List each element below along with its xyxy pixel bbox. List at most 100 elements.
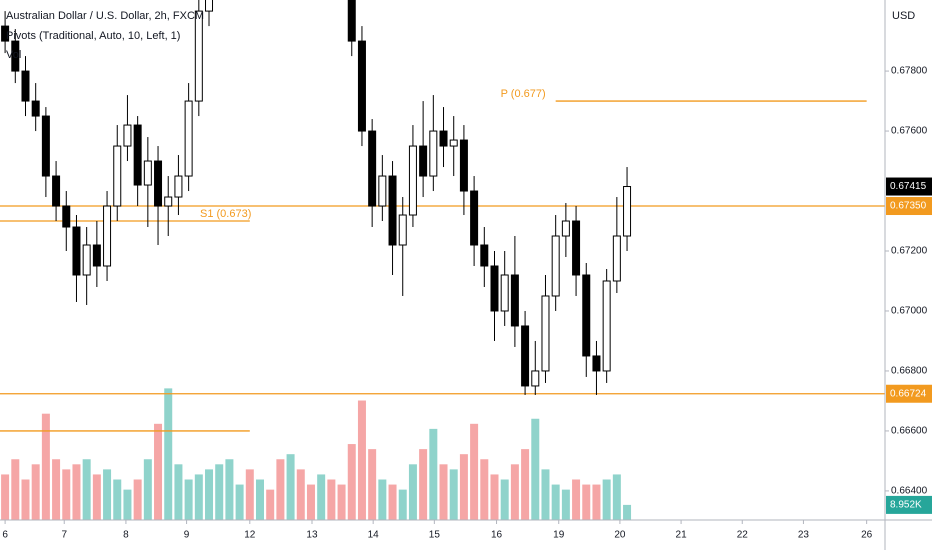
volume-bar (429, 428, 438, 520)
y-tick-label: 0.67800 (891, 66, 928, 77)
volume-bar (82, 459, 91, 520)
volume-bar (62, 469, 71, 520)
volume-bar (123, 489, 132, 520)
candle-body (72, 226, 81, 276)
candle-body (31, 100, 40, 117)
x-tick-label: 20 (614, 530, 626, 541)
chart-title: Australian Dollar / U.S. Dollar, 2h, FXC… (6, 10, 204, 22)
volume-bar (205, 469, 214, 520)
candle-body (572, 220, 581, 276)
volume-bar (623, 504, 632, 520)
candle-body (154, 160, 163, 207)
axes: 0.67800 0.67600 0.67200 0.67000 0.66800 0.666… (2, 66, 932, 541)
volume-bar (561, 489, 570, 520)
x-tick-label: 19 (553, 530, 565, 541)
candle-body (439, 130, 448, 147)
candle-body (480, 244, 489, 267)
candle-body (41, 115, 50, 177)
candle-body (174, 175, 183, 198)
candle-body (347, 0, 356, 42)
candle-body (623, 186, 632, 237)
volume-bar (1, 474, 10, 520)
candle-body (531, 370, 540, 387)
volume-bar (439, 464, 448, 520)
volume-bar (378, 479, 387, 520)
volume-bar (184, 479, 193, 520)
y-tick-label: 0.66800 (891, 366, 928, 377)
level-badge (886, 384, 932, 403)
candle-body (92, 244, 101, 267)
volume-bar (592, 484, 601, 520)
volume-bar (11, 459, 20, 520)
volume-bar (225, 459, 234, 520)
candle-body (123, 124, 132, 147)
volume-bar (31, 464, 40, 520)
x-tick-label: 23 (798, 530, 810, 541)
last-price-badge-label: 0.67415 (890, 181, 927, 192)
candle-body (490, 265, 499, 312)
volume-bar (419, 449, 428, 520)
volume-bar (541, 469, 550, 520)
candle-body (368, 130, 377, 207)
volume-bar (572, 479, 581, 520)
volume-bar (459, 454, 468, 520)
volume-bar (72, 464, 81, 520)
volume-bar (510, 464, 519, 520)
volume-bar (266, 489, 275, 520)
candle-body (11, 40, 20, 72)
volume-bar (347, 444, 356, 520)
candle-body (388, 175, 397, 246)
level-badge-label: 0.66724 (890, 388, 927, 399)
x-tick-label: 9 (184, 530, 190, 541)
volume-bar (41, 413, 50, 520)
volume-bar (551, 484, 560, 520)
candle-body (510, 274, 519, 327)
volume-bar (255, 479, 264, 520)
indicator-title: Pivots (Traditional, Auto, 10, Left, 1) (6, 30, 180, 42)
candle-body (429, 130, 438, 177)
last-price-badge (886, 177, 932, 196)
x-tick-label: 13 (306, 530, 318, 541)
volume-badge-label: 8.952K (890, 500, 922, 511)
x-tick-label: 12 (244, 530, 256, 541)
candle-body (103, 205, 112, 267)
x-tick-label: 14 (368, 530, 380, 541)
volume-bar (296, 469, 305, 520)
volume-bar (327, 479, 336, 520)
volume-bar (276, 459, 285, 520)
volume-bar (357, 400, 366, 520)
candle-body (419, 145, 428, 177)
candle-body (612, 235, 621, 282)
volume-bar (143, 459, 152, 520)
level-badge-label: 0.67350 (890, 201, 927, 212)
volume-bar (306, 484, 315, 520)
volume-bar (490, 474, 499, 520)
candle-body (194, 10, 203, 102)
currency: USD (892, 10, 915, 22)
candle-body (561, 220, 570, 237)
volume-bar (531, 418, 540, 520)
volume-bar (521, 449, 530, 520)
volume-bar (480, 459, 489, 520)
volume-bar (449, 469, 458, 520)
candle-body (398, 214, 407, 246)
candles (1, 0, 632, 395)
level-badge (886, 197, 932, 216)
candle-body (62, 205, 71, 228)
candle-body (500, 274, 509, 312)
volume-bar (398, 489, 407, 520)
candle-body (521, 325, 530, 387)
x-tick-label: 16 (491, 530, 503, 541)
volume-bar (612, 474, 621, 520)
x-tick-label: 7 (61, 530, 67, 541)
candle-body (602, 280, 611, 372)
volume-bar (21, 479, 30, 520)
candle-body (82, 244, 91, 276)
y-tick-label: 0.67200 (891, 246, 928, 257)
candle-body (378, 175, 387, 207)
volume-bar (174, 464, 183, 520)
volume-bar (133, 479, 142, 520)
volume-bar (368, 449, 377, 520)
candle-body (113, 145, 122, 207)
